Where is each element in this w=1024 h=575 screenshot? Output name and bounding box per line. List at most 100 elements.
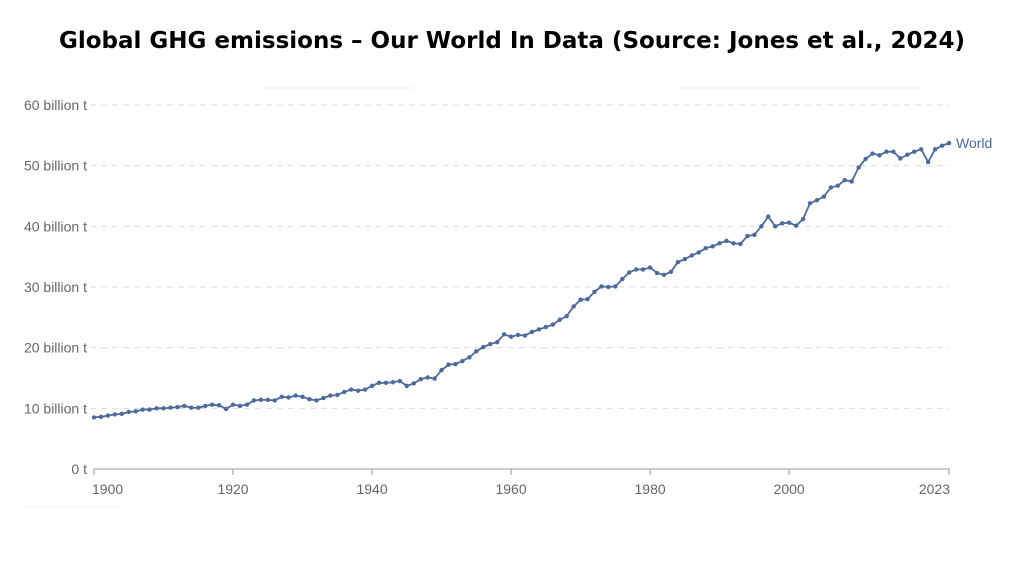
data-point [779, 221, 785, 226]
data-point [112, 412, 118, 417]
data-point [161, 406, 166, 411]
data-point [689, 253, 695, 258]
x-tick-label: 2023 [919, 481, 950, 497]
data-point [446, 362, 451, 367]
data-point [898, 156, 903, 161]
data-point [863, 156, 868, 162]
y-tick-label: 50 billion t [24, 158, 87, 174]
data-point [918, 147, 924, 152]
data-point [654, 270, 660, 276]
data-point [154, 406, 159, 411]
x-tick-label: 2000 [774, 481, 805, 497]
data-point [717, 241, 722, 246]
data-point [800, 216, 806, 222]
data-point [536, 327, 542, 332]
data-point [91, 415, 97, 420]
data-point [362, 387, 368, 392]
data-point [675, 259, 681, 265]
series-line-world [93, 142, 950, 419]
data-point [293, 393, 298, 398]
data-point [237, 403, 243, 409]
y-tick-label: 30 billion t [24, 279, 87, 295]
data-point [168, 405, 173, 410]
data-point [849, 179, 854, 184]
data-point [543, 324, 549, 330]
data-point [738, 241, 743, 247]
data-point [786, 220, 792, 225]
data-point [369, 383, 375, 389]
data-point [314, 398, 319, 403]
data-point [300, 394, 305, 400]
y-tick-label: 60 billion t [24, 97, 87, 113]
data-point [946, 141, 952, 146]
data-point [321, 395, 326, 401]
data-point [460, 358, 465, 364]
x-tick-label: 1900 [92, 481, 123, 497]
data-point [105, 413, 111, 418]
data-point [474, 349, 479, 354]
data-point [682, 256, 688, 262]
y-tick-label: 10 billion t [24, 400, 87, 416]
data-point [647, 265, 653, 270]
data-point [501, 332, 507, 337]
data-point [342, 389, 347, 395]
data-point [355, 388, 361, 393]
data-point [613, 284, 618, 289]
data-point [856, 165, 861, 170]
data-point [258, 397, 264, 403]
data-point [140, 407, 145, 412]
data-point [842, 178, 847, 183]
data-point [119, 411, 125, 416]
data-point [279, 394, 284, 400]
data-point [661, 272, 667, 278]
x-tick-label: 1960 [495, 481, 526, 497]
data-point [884, 149, 889, 154]
data-point [668, 269, 674, 275]
data-point [98, 414, 104, 420]
data-point [216, 403, 222, 408]
data-point [578, 297, 583, 302]
data-point [383, 380, 389, 386]
data-point [939, 143, 945, 148]
data-point [203, 403, 208, 409]
data-point [807, 201, 813, 206]
data-point [286, 395, 291, 400]
y-tick-label: 40 billion t [24, 218, 87, 234]
data-point [515, 332, 521, 338]
data-point [307, 397, 312, 402]
data-point [376, 380, 382, 386]
data-point [766, 214, 771, 219]
data-point [223, 406, 229, 412]
data-point [439, 367, 444, 373]
data-point [585, 296, 590, 302]
data-point [196, 405, 201, 410]
data-point [745, 233, 750, 239]
series-world[interactable]: World [91, 135, 993, 420]
data-point [175, 404, 180, 410]
data-point [488, 341, 493, 347]
data-point [230, 402, 236, 407]
data-point [432, 376, 437, 381]
data-point [814, 198, 820, 203]
data-point [133, 409, 138, 414]
y-tick-label: 20 billion t [24, 340, 87, 356]
data-point [147, 407, 152, 412]
data-point [932, 147, 938, 152]
data-point [640, 267, 646, 272]
data-point [328, 393, 333, 398]
data-point [925, 159, 931, 165]
data-point [348, 387, 354, 392]
data-point [481, 344, 486, 350]
data-point [508, 334, 514, 339]
data-point [606, 284, 611, 290]
data-point [189, 405, 194, 410]
data-point [126, 409, 131, 415]
data-point [557, 317, 562, 322]
data-point [550, 322, 555, 327]
data-point [265, 397, 270, 403]
data-point [905, 152, 910, 157]
data-point [724, 238, 729, 244]
data-point [759, 224, 764, 229]
data-point [494, 340, 500, 345]
